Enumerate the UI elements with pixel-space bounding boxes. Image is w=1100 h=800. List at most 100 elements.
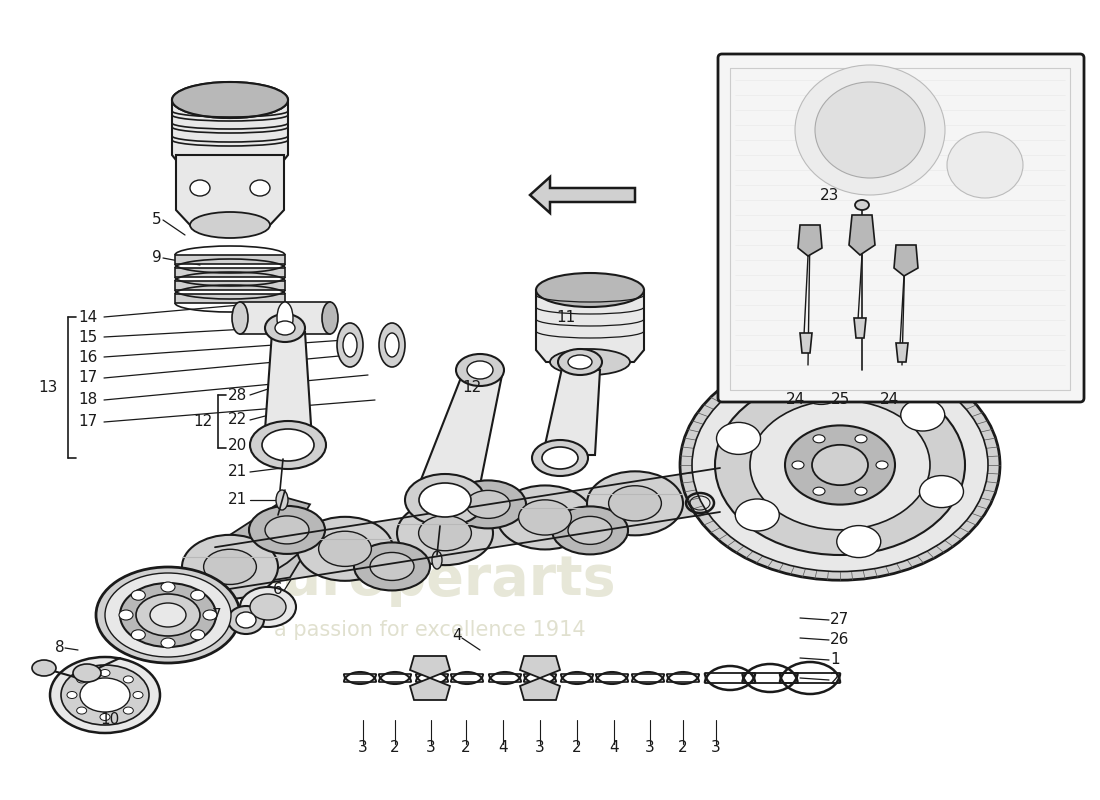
Ellipse shape: [204, 550, 256, 585]
Ellipse shape: [67, 691, 77, 698]
Polygon shape: [265, 332, 312, 440]
Ellipse shape: [150, 603, 186, 627]
Text: 23: 23: [820, 187, 839, 202]
Ellipse shape: [716, 422, 760, 454]
Text: 1: 1: [830, 653, 839, 667]
Text: 3: 3: [359, 741, 367, 755]
Ellipse shape: [792, 461, 804, 469]
Text: 28: 28: [228, 387, 248, 402]
Ellipse shape: [735, 499, 779, 531]
Ellipse shape: [80, 678, 130, 712]
Ellipse shape: [815, 82, 925, 178]
Text: 27: 27: [830, 613, 849, 627]
Ellipse shape: [182, 535, 278, 599]
Ellipse shape: [50, 657, 160, 733]
Ellipse shape: [77, 707, 87, 714]
Ellipse shape: [750, 400, 930, 530]
Ellipse shape: [250, 180, 270, 196]
Ellipse shape: [901, 399, 945, 431]
Ellipse shape: [812, 445, 868, 485]
Text: 14: 14: [78, 310, 97, 325]
Text: 24: 24: [880, 393, 900, 407]
Ellipse shape: [795, 65, 945, 195]
Text: 8: 8: [55, 641, 65, 655]
Ellipse shape: [250, 421, 326, 469]
Ellipse shape: [813, 435, 825, 443]
Ellipse shape: [432, 551, 442, 569]
Polygon shape: [175, 294, 285, 303]
Ellipse shape: [228, 606, 264, 634]
Polygon shape: [175, 255, 285, 264]
Ellipse shape: [532, 440, 588, 476]
Ellipse shape: [379, 323, 405, 367]
Ellipse shape: [456, 354, 504, 386]
Ellipse shape: [190, 180, 210, 196]
Polygon shape: [800, 333, 812, 353]
Ellipse shape: [419, 515, 472, 550]
Ellipse shape: [876, 461, 888, 469]
Text: 3: 3: [535, 741, 544, 755]
Polygon shape: [214, 468, 720, 591]
Text: 12: 12: [192, 414, 212, 429]
Ellipse shape: [947, 132, 1023, 198]
Ellipse shape: [680, 350, 1000, 580]
Text: 15: 15: [78, 330, 97, 345]
Ellipse shape: [100, 670, 110, 677]
Text: 2: 2: [679, 741, 688, 755]
Polygon shape: [854, 318, 866, 338]
Ellipse shape: [297, 517, 393, 581]
Ellipse shape: [542, 447, 578, 469]
Ellipse shape: [190, 590, 205, 600]
Polygon shape: [896, 343, 907, 362]
Ellipse shape: [190, 630, 205, 640]
Text: 6: 6: [273, 582, 283, 598]
Text: 24: 24: [786, 393, 805, 407]
Ellipse shape: [518, 500, 571, 535]
Ellipse shape: [385, 333, 399, 357]
Text: 10: 10: [100, 713, 119, 727]
Text: 16: 16: [78, 350, 98, 365]
Text: a passion for excellence 1914: a passion for excellence 1914: [274, 620, 586, 640]
Ellipse shape: [161, 638, 175, 648]
Ellipse shape: [232, 302, 248, 334]
Ellipse shape: [240, 587, 296, 627]
Ellipse shape: [450, 480, 526, 528]
Ellipse shape: [131, 630, 145, 640]
Ellipse shape: [370, 553, 414, 581]
Text: 4: 4: [452, 629, 462, 643]
Text: 11: 11: [556, 310, 575, 326]
Ellipse shape: [813, 487, 825, 495]
Ellipse shape: [920, 475, 964, 507]
Ellipse shape: [785, 426, 895, 505]
Text: 12: 12: [462, 381, 482, 395]
Text: 17: 17: [78, 414, 97, 430]
Ellipse shape: [249, 506, 324, 554]
Ellipse shape: [123, 676, 133, 683]
Text: 2: 2: [830, 673, 839, 687]
Text: europerarts: europerarts: [244, 553, 616, 607]
Ellipse shape: [276, 490, 288, 510]
Polygon shape: [412, 375, 502, 500]
Text: 20: 20: [228, 438, 248, 453]
Polygon shape: [536, 290, 643, 362]
FancyBboxPatch shape: [718, 54, 1084, 402]
Ellipse shape: [172, 82, 288, 118]
Ellipse shape: [136, 594, 200, 636]
Text: 9: 9: [152, 250, 162, 266]
Text: 21: 21: [228, 465, 248, 479]
Ellipse shape: [262, 429, 314, 461]
Ellipse shape: [550, 349, 630, 375]
Polygon shape: [894, 245, 918, 276]
Ellipse shape: [275, 321, 295, 335]
Text: 3: 3: [645, 741, 654, 755]
Ellipse shape: [337, 323, 363, 367]
Polygon shape: [410, 678, 450, 700]
Text: 2: 2: [461, 741, 471, 755]
Ellipse shape: [250, 594, 286, 620]
Ellipse shape: [319, 531, 372, 566]
Ellipse shape: [568, 355, 592, 369]
Polygon shape: [172, 100, 288, 165]
Ellipse shape: [715, 375, 965, 555]
Ellipse shape: [837, 526, 881, 558]
Ellipse shape: [405, 474, 485, 526]
